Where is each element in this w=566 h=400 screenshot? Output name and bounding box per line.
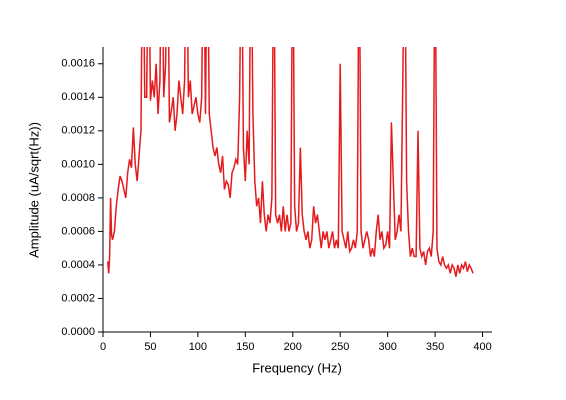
y-tick-label: 0.0012 [61, 125, 95, 137]
y-tick-label: 0.0014 [61, 91, 95, 103]
x-tick-label: 200 [284, 341, 302, 353]
x-tick-label: 100 [189, 341, 207, 353]
x-axis-label: Frequency (Hz) [252, 360, 342, 375]
x-tick-label: 250 [331, 341, 349, 353]
x-tick-label: 150 [236, 341, 254, 353]
y-tick-label: 0.0008 [61, 192, 95, 204]
y-axis-label: Amplitude (uA/sqrt(Hz)) [26, 122, 41, 258]
x-tick-label: 400 [473, 341, 491, 353]
data-line [106, 47, 474, 277]
x-tick-label: 350 [426, 341, 444, 353]
x-tick-label: 0 [100, 341, 106, 353]
x-tick-label: 50 [144, 341, 156, 353]
y-tick-label: 0.0002 [61, 292, 95, 304]
y-tick-label: 0.0016 [61, 58, 95, 70]
y-tick-label: 0.0004 [61, 259, 95, 271]
y-tick-label: 0.0000 [61, 326, 95, 338]
x-tick-label: 300 [378, 341, 396, 353]
y-tick-label: 0.0010 [61, 158, 95, 170]
y-tick-label: 0.0006 [61, 225, 95, 237]
